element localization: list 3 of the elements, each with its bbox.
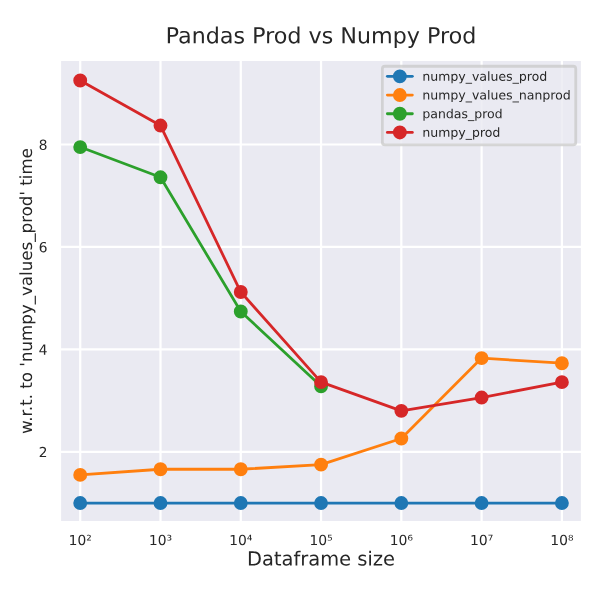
x-axis-title: Dataframe size <box>248 550 394 566</box>
chart-title: Pandas Prod vs Numpy Prod <box>167 26 475 48</box>
y-axis-title: w.r.t. to 'numpy_values_prod' time <box>19 148 36 434</box>
